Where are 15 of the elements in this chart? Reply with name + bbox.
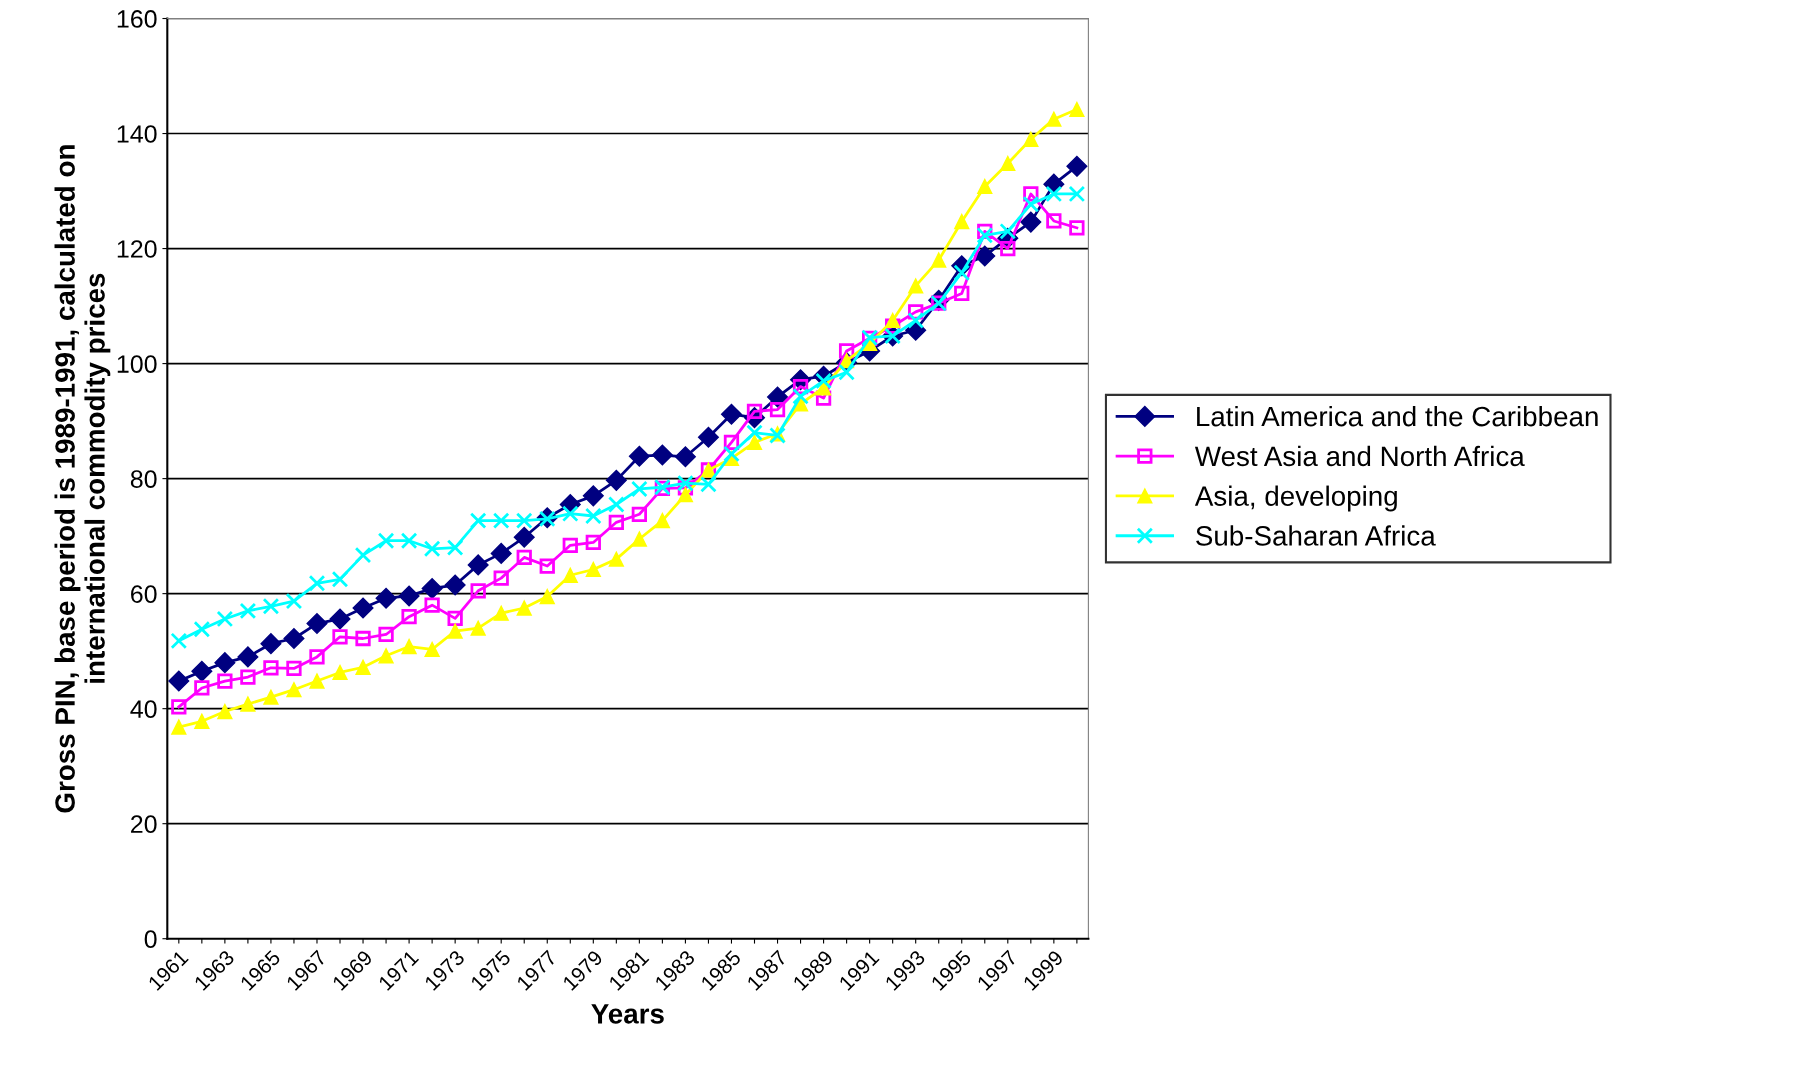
y-tick-label: 120 [117,240,157,258]
y-tick-label: 0 [144,930,157,949]
y-axis-title: Gross PIN, base period is 1989-1991, calculated on international commodity prices [54,145,111,813]
y-tick-label: 40 [130,700,157,718]
y-tick-label: 160 [117,10,157,28]
legend-label: Asia, developing [1194,485,1397,512]
legend-label: Sub-Saharan Africa [1196,525,1436,546]
y-tick-label: 140 [117,125,157,143]
y-tick-label: 80 [130,470,157,488]
y-tick-label: 20 [131,815,157,833]
legend-label: Latin America and the Caribbean [1197,405,1598,427]
y-tick-label: 100 [117,355,157,373]
x-axis-title: Years [591,1004,664,1024]
legend-label: West Asia and North Africa [1194,445,1525,467]
y-tick-label: 60 [131,585,157,603]
